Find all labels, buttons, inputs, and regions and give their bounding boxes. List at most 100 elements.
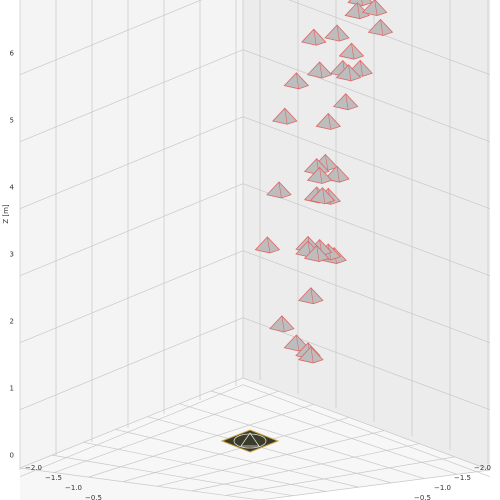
camera-edge (374, 0, 378, 16)
grid-line (19, 467, 261, 500)
grid-line (211, 390, 458, 475)
marker-circle (233, 433, 267, 449)
camera-edge (328, 113, 331, 130)
y-tick-label: −2.0 (474, 464, 491, 472)
z-tick-label: 0 (10, 452, 14, 460)
camera-edge (380, 19, 384, 36)
grid-line (88, 403, 314, 478)
ground-target-marker (220, 429, 280, 453)
grid-line (19, 384, 244, 478)
camera-edge (281, 315, 285, 332)
camera-edge (284, 108, 288, 125)
grid-line (83, 441, 326, 492)
axis-grid (19, 0, 491, 500)
camera-frustum (306, 61, 333, 79)
pyramid-camera-icon (269, 315, 295, 333)
grid-line (19, 49, 244, 143)
triangle-in-circle-icon (240, 432, 260, 447)
pyramid-camera-icon (283, 72, 310, 90)
grid-line (51, 454, 293, 497)
marker-plate (220, 429, 280, 453)
pyramid-camera-icon (324, 24, 350, 42)
grid-line (19, 317, 244, 411)
grid-line (242, 250, 491, 344)
camera-frustum (269, 315, 295, 333)
camera-poses (254, 0, 394, 364)
pyramid-camera-icon (367, 18, 394, 36)
x-tick-label: −2.0 (25, 464, 42, 472)
pyramid-camera-icon (272, 107, 298, 125)
grid-line (157, 430, 385, 487)
camera-frustum (298, 346, 324, 364)
camera-edge (322, 187, 326, 204)
z-tick-label: 4 (10, 184, 15, 192)
x-tick-label: −1.5 (45, 474, 62, 482)
camera-frustum (298, 287, 324, 305)
grid-line (19, 183, 244, 277)
x-tick-label: −1.0 (65, 484, 82, 492)
camera-edge (359, 60, 363, 77)
camera-frustum (361, 0, 388, 17)
camera-frustum (266, 181, 292, 199)
camera-frustum (367, 18, 394, 36)
pyramid-camera-icon (306, 166, 333, 184)
camera-edge (316, 245, 320, 262)
pyramid-camera-icon (335, 64, 362, 82)
z-tick-label: 2 (10, 318, 14, 326)
camera-edge (319, 167, 323, 184)
pyramid-camera-icon (324, 165, 350, 183)
z-tick-label: 6 (10, 50, 15, 58)
grid-line (225, 456, 455, 496)
camera-frustum (332, 93, 359, 111)
camera-frustum (338, 42, 365, 60)
camera-frustum (301, 28, 327, 46)
grid-line (242, 384, 491, 478)
z-tick-label: 3 (10, 251, 14, 259)
grid-line (115, 429, 359, 488)
camera-frustum (306, 166, 333, 184)
camera-edge (310, 287, 314, 304)
camera-frustum (272, 107, 298, 125)
grid-line (122, 417, 349, 483)
grid-line (147, 416, 392, 484)
axis-panes (20, 0, 490, 500)
camera-edge (278, 181, 282, 198)
camera-frustum (344, 2, 371, 20)
camera-frustum (303, 244, 330, 262)
camera-edge (296, 72, 300, 89)
y-tick-label: −0.5 (414, 494, 431, 500)
grid-line (19, 116, 244, 210)
grid-line (288, 0, 491, 76)
pyramid-camera-icon (332, 93, 359, 111)
grid-line (242, 116, 491, 210)
camera-edge (336, 25, 340, 42)
camera-edge (296, 334, 300, 352)
pyramid-camera-icon (303, 244, 330, 262)
camera-frustum (315, 112, 342, 130)
camera-edge (325, 154, 329, 171)
pyramid-camera-icon (266, 181, 292, 199)
left-wall-pane (20, 0, 243, 490)
y-tick-label: −1.5 (454, 474, 471, 482)
grid-line (19, 377, 244, 469)
pyramid-camera-icon (301, 28, 327, 46)
z-axis-label: Z [m] (2, 204, 10, 224)
camera-edge (267, 236, 271, 253)
camera-frustum (324, 24, 350, 42)
camera-edge (319, 61, 323, 78)
pyramid-camera-icon (344, 2, 371, 20)
grid-line (242, 49, 491, 143)
camera-edge (345, 93, 349, 110)
pyramid-camera-icon (338, 42, 365, 60)
camera-frustum (324, 165, 350, 183)
y-tick-label: −1.0 (434, 484, 451, 492)
pyramid-camera-icon (309, 187, 336, 205)
camera-frustum (309, 187, 336, 205)
z-tick-label: 1 (10, 385, 14, 393)
pyramid-camera-icon (254, 236, 281, 254)
camera-frustum (335, 64, 362, 82)
x-tick-label: −0.5 (85, 494, 102, 500)
grid-line (19, 0, 202, 76)
